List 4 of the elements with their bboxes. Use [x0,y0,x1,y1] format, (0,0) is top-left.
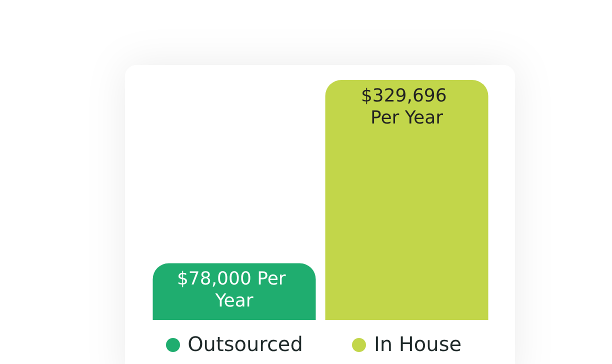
data-label: $329,696 Per Year [360,86,453,128]
x-tick-label: In House [374,332,462,356]
x-tick-label: Outsourced [188,332,303,356]
data-label: $78,000 Per Year [176,268,292,312]
